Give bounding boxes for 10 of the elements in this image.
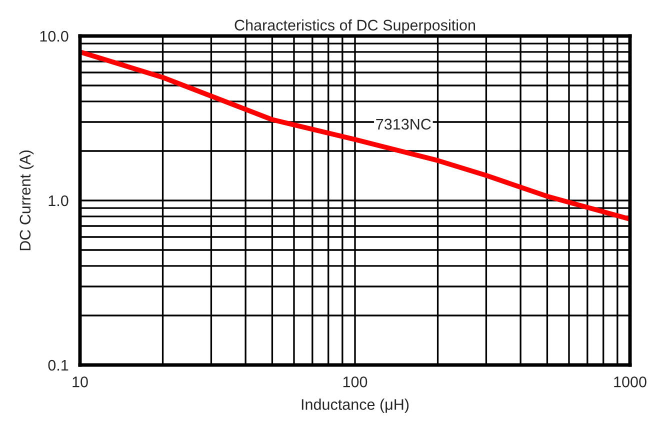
y-axis-title: DC Current (A): [19, 150, 34, 250]
series-label: 7313NC: [376, 118, 431, 130]
x-tick-label: 1000: [614, 376, 646, 388]
y-tick-label: 1.0: [48, 195, 68, 206]
chart-title: Characteristics of DC Superposition: [234, 19, 476, 34]
x-axis-title: Inductance (μH): [302, 398, 409, 413]
y-tick-label: 10.0: [40, 30, 68, 42]
x-tick-label: 100: [343, 376, 368, 388]
y-tick-label: 0.1: [48, 360, 68, 371]
x-tick-label: 10: [72, 376, 88, 388]
